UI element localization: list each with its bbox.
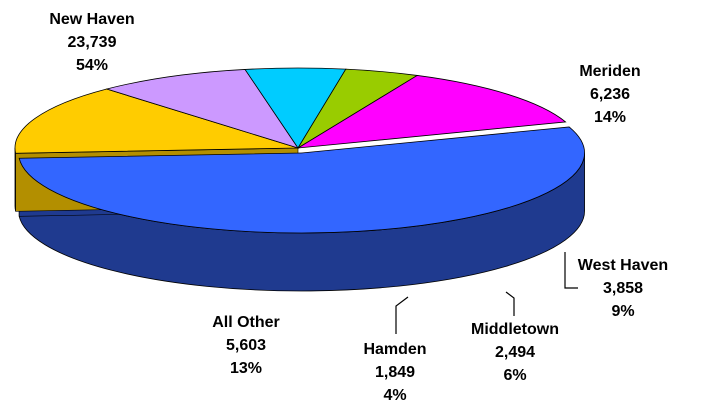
leader-lines: [395, 252, 578, 334]
label-percent-hamden: 4%: [383, 387, 406, 404]
label-name-west-haven: West Haven: [578, 257, 668, 274]
slice-west-haven: [105, 69, 299, 149]
leader-middletown: [505, 291, 515, 316]
slice-meriden: [14, 88, 299, 154]
label-percent-all-other: 13%: [230, 360, 262, 377]
label-all-other: All Other 5,603 13%: [212, 314, 280, 377]
leader-hamden: [395, 296, 409, 334]
label-new-haven: New Haven 23,739 54%: [49, 11, 134, 74]
slice-all-other: [297, 75, 567, 149]
label-value-hamden: 1,849: [375, 364, 415, 381]
label-name-middletown: Middletown: [471, 321, 559, 338]
label-name-hamden: Hamden: [363, 341, 426, 358]
label-value-middletown: 2,494: [495, 344, 535, 361]
label-name-all-other: All Other: [212, 314, 280, 331]
label-percent-west-haven: 9%: [611, 303, 634, 320]
label-hamden: Hamden 1,849 4%: [363, 341, 426, 404]
label-value-west-haven: 3,858: [603, 280, 643, 297]
label-middletown: Middletown 2,494 6%: [471, 321, 559, 384]
label-percent-middletown: 6%: [503, 367, 526, 384]
label-value-new-haven: 23,739: [68, 34, 117, 51]
label-name-meriden: Meriden: [579, 63, 640, 80]
label-value-all-other: 5,603: [226, 337, 266, 354]
label-percent-meriden: 14%: [594, 109, 626, 126]
leader-west-haven: [564, 252, 578, 289]
label-west-haven: West Haven 3,858 9%: [578, 257, 668, 320]
slice-labels: New Haven 23,739 54% Meriden 6,236 14% West Ha…: [49, 11, 668, 404]
pie-slices: [14, 67, 585, 292]
label-meriden: Meriden 6,236 14%: [579, 63, 640, 126]
slice-new-haven: [18, 126, 585, 234]
label-value-meriden: 6,236: [590, 86, 630, 103]
label-name-new-haven: New Haven: [49, 11, 134, 28]
label-percent-new-haven: 54%: [76, 57, 108, 74]
